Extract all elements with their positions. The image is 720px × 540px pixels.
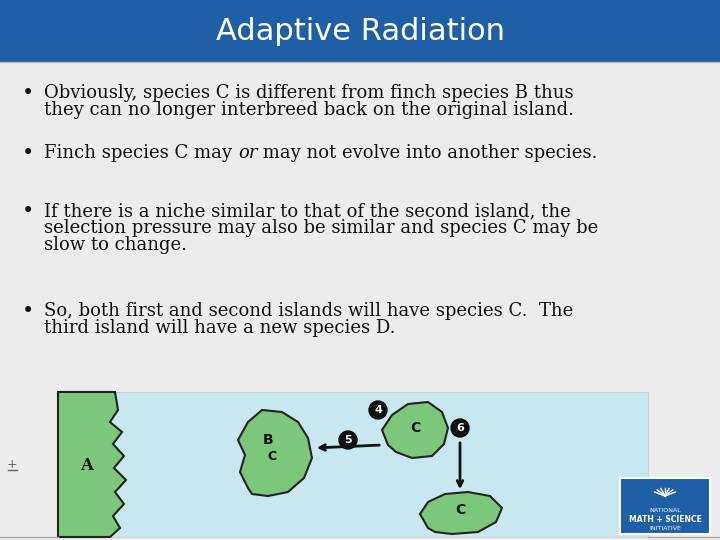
Text: Finch species C may: Finch species C may (44, 144, 238, 162)
Text: third island will have a new species D.: third island will have a new species D. (44, 319, 395, 337)
Text: slow to change.: slow to change. (44, 236, 187, 254)
Polygon shape (238, 410, 312, 496)
Text: C: C (455, 503, 465, 517)
Text: Adaptive Radiation: Adaptive Radiation (215, 17, 505, 45)
Bar (0, 0, 720, 62)
Text: +: + (6, 457, 17, 470)
Bar (0, 62, 720, 540)
Bar (58, 392, 648, 537)
Polygon shape (58, 392, 126, 537)
Text: selection pressure may also be similar and species C may be: selection pressure may also be similar a… (44, 219, 598, 237)
Circle shape (451, 419, 469, 437)
Text: •: • (22, 84, 35, 103)
Circle shape (369, 401, 387, 419)
Text: B: B (263, 433, 274, 447)
Text: •: • (22, 302, 35, 321)
Text: they can no longer interbreed back on the original island.: they can no longer interbreed back on th… (44, 101, 574, 119)
Text: 6: 6 (456, 423, 464, 433)
Text: •: • (22, 202, 35, 221)
Text: •: • (22, 144, 35, 163)
Text: C: C (267, 449, 276, 462)
Bar (620, 478, 710, 534)
Text: So, both first and second islands will have species C.  The: So, both first and second islands will h… (44, 302, 573, 320)
Text: or: or (238, 144, 257, 162)
Text: If there is a niche similar to that of the second island, the: If there is a niche similar to that of t… (44, 202, 571, 220)
Text: INITIATIVE: INITIATIVE (649, 525, 681, 530)
Polygon shape (382, 402, 448, 458)
Text: MATH + SCIENCE: MATH + SCIENCE (629, 515, 701, 523)
Text: NATIONAL: NATIONAL (649, 508, 681, 512)
Text: C: C (410, 421, 420, 435)
Text: 5: 5 (344, 435, 352, 445)
Text: may not evolve into another species.: may not evolve into another species. (257, 144, 598, 162)
Circle shape (339, 431, 357, 449)
Text: Obviously, species C is different from finch species B thus: Obviously, species C is different from f… (44, 84, 574, 102)
Text: A: A (81, 456, 94, 474)
Polygon shape (420, 492, 502, 534)
Text: 4: 4 (374, 405, 382, 415)
